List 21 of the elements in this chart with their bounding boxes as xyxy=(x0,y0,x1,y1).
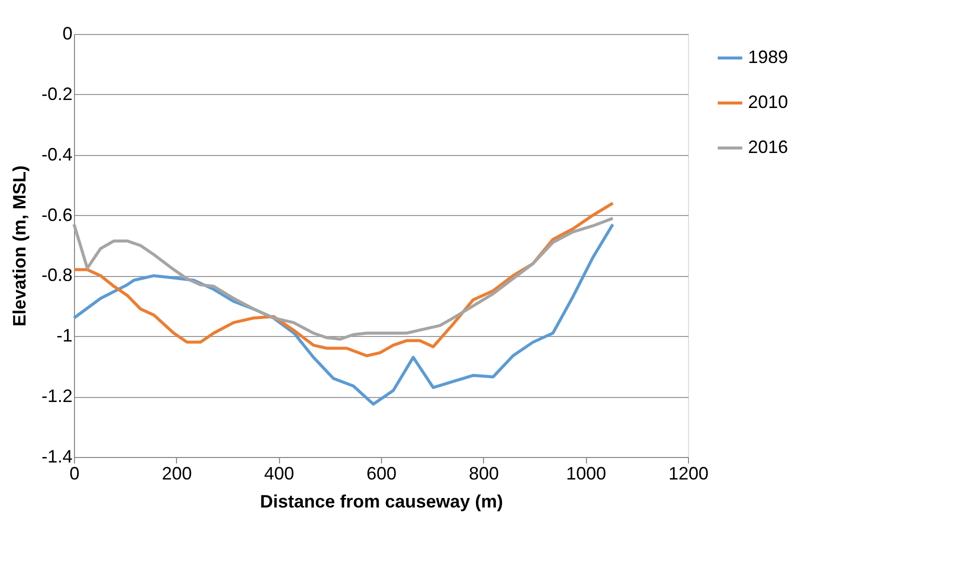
y-tick-label: -0.2 xyxy=(41,84,72,104)
x-tick-label: 600 xyxy=(366,464,397,484)
x-tick-label: 800 xyxy=(468,464,499,484)
x-tick-label: 400 xyxy=(264,464,294,484)
legend-label: 1989 xyxy=(748,47,788,67)
x-tick-label: 1200 xyxy=(668,464,709,484)
y-tick-label: -1.2 xyxy=(41,386,72,406)
y-tick-label: 0 xyxy=(62,24,72,44)
y-tick-label: -1 xyxy=(56,326,72,346)
y-tick-label: -1.4 xyxy=(41,446,72,466)
x-tick-label: 1000 xyxy=(566,464,606,484)
y-tick-label: -0.8 xyxy=(41,265,72,286)
line-series xyxy=(72,202,614,358)
x-axis-title: Distance from causeway (m) xyxy=(260,492,504,512)
legend-label: 2010 xyxy=(748,92,788,112)
line-series xyxy=(72,222,614,406)
legend-label: 2016 xyxy=(748,137,788,157)
y-tick-label: -0.6 xyxy=(41,204,72,225)
y-tick-label: -0.4 xyxy=(41,144,72,164)
y-axis-title: Elevation (m, MSL) xyxy=(9,165,30,327)
x-tick-label: 200 xyxy=(162,464,192,484)
